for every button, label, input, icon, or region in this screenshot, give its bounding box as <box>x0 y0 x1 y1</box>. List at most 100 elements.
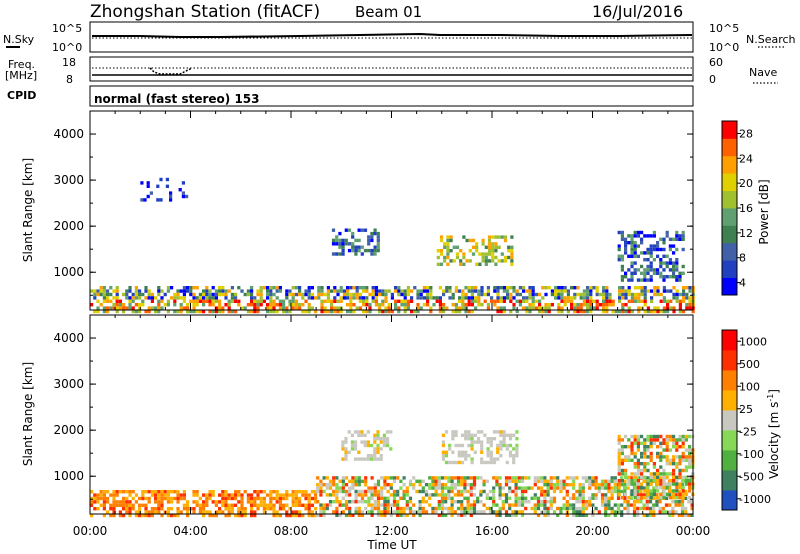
data-cell <box>266 309 270 314</box>
data-cell <box>146 181 150 185</box>
colorbar-tick-label: 500 <box>739 358 760 371</box>
data-cell <box>307 496 311 501</box>
data-cell <box>531 299 535 303</box>
data-cell <box>652 465 656 469</box>
data-cell <box>386 437 390 441</box>
data-cell <box>386 510 390 514</box>
data-cell <box>588 476 592 480</box>
x-tick-label: 20:00 <box>575 524 610 538</box>
data-cell <box>397 289 401 293</box>
data-cell <box>605 292 609 297</box>
data-cell <box>357 433 361 437</box>
data-cell <box>355 292 359 297</box>
data-cell <box>675 275 679 279</box>
data-cell <box>365 299 369 303</box>
data-cell <box>221 496 225 501</box>
data-cell <box>383 479 387 483</box>
data-cell <box>509 286 513 290</box>
data-cell <box>240 496 244 501</box>
data-cell <box>382 437 386 441</box>
data-cell <box>440 489 445 494</box>
data-cell <box>179 306 183 310</box>
data-cell <box>648 513 653 517</box>
data-cell <box>480 447 484 451</box>
data-cell <box>640 496 644 500</box>
data-cell <box>440 476 445 480</box>
data-cell <box>426 289 430 293</box>
data-cell <box>543 476 547 480</box>
x-tick-label: 04:00 <box>173 524 208 538</box>
data-cell <box>396 510 400 514</box>
data-cell <box>668 237 672 241</box>
data-cell <box>335 506 339 511</box>
data-cell <box>354 489 358 494</box>
data-cell <box>402 493 406 497</box>
data-cell <box>93 309 97 314</box>
colorbar-tick-label: 28 <box>739 127 753 140</box>
data-cell <box>543 496 547 500</box>
y-tick-label: 4000 <box>53 127 84 141</box>
data-cell <box>115 303 119 307</box>
data-cell <box>141 503 145 507</box>
data-cell <box>562 479 566 483</box>
data-cell <box>517 496 521 500</box>
data-cell <box>662 455 666 459</box>
data-cell <box>550 289 554 293</box>
data-cell <box>181 191 185 195</box>
data-cell <box>341 447 345 451</box>
data-cell <box>109 513 113 518</box>
data-cell <box>666 303 670 307</box>
data-cell <box>630 261 634 265</box>
data-cell <box>366 457 370 461</box>
data-cell <box>426 299 430 303</box>
data-cell <box>656 445 660 449</box>
data-cell <box>656 289 660 293</box>
data-cell <box>351 483 355 487</box>
data-cell <box>240 289 244 293</box>
data-cell <box>256 292 260 297</box>
data-cell <box>543 513 547 517</box>
data-cell <box>150 493 154 497</box>
nave-label: Nave <box>749 66 777 79</box>
data-cell <box>160 503 164 507</box>
data-cell <box>102 306 106 310</box>
data-cell <box>524 500 528 504</box>
data-cell <box>166 286 170 290</box>
data-cell <box>319 493 323 497</box>
data-cell <box>490 299 494 303</box>
data-cell <box>400 299 404 303</box>
data-cell <box>616 506 621 511</box>
data-cell <box>636 489 640 494</box>
data-cell <box>688 303 692 307</box>
data-cell <box>275 309 279 314</box>
data-cell <box>115 299 119 303</box>
data-cell <box>605 309 609 314</box>
data-cell <box>636 510 640 514</box>
data-cell <box>491 252 495 256</box>
data-cell <box>643 455 647 459</box>
data-cell <box>354 252 358 256</box>
data-cell <box>410 309 414 314</box>
data-cell <box>360 440 364 444</box>
data-cell <box>665 261 669 265</box>
data-cell <box>373 506 377 511</box>
data-cell <box>477 289 481 293</box>
data-cell <box>256 503 260 507</box>
data-cell <box>495 479 499 483</box>
velocity-colorbar-label: Velocity [m s-1] <box>766 389 781 479</box>
data-cell <box>620 275 624 279</box>
data-cell <box>348 500 352 504</box>
data-cell <box>636 500 640 504</box>
data-cell <box>659 472 663 476</box>
data-cell <box>125 507 129 511</box>
data-cell <box>636 448 640 452</box>
data-cell <box>182 490 186 494</box>
data-cell <box>211 500 215 504</box>
data-cell <box>499 286 503 290</box>
data-cell <box>492 437 497 441</box>
data-cell <box>668 479 672 483</box>
data-cell <box>381 309 385 314</box>
data-cell <box>565 483 569 487</box>
data-cell <box>477 303 481 307</box>
data-cell <box>186 503 190 507</box>
